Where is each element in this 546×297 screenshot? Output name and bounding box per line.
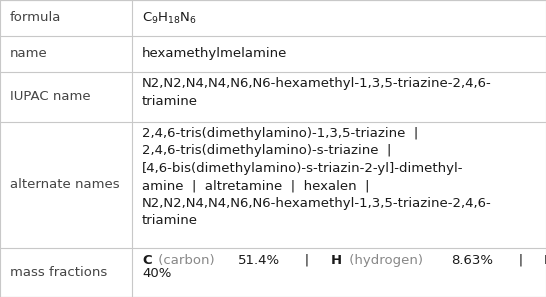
Text: (hydrogen): (hydrogen) [346,254,428,267]
Text: C: C [142,254,152,267]
Text: 2,4,6-tris(dimethylamino)-1,3,5-triazine  |
2,4,6-tris(dimethylamino)-s-triazine: 2,4,6-tris(dimethylamino)-1,3,5-triazine… [142,127,492,228]
Text: formula: formula [10,12,61,24]
Text: IUPAC name: IUPAC name [10,90,91,103]
Text: |: | [293,254,322,267]
Text: (carbon): (carbon) [155,254,219,267]
Text: 8.63%: 8.63% [452,254,494,267]
Text: |: | [506,254,536,267]
Text: hexamethylmelamine: hexamethylmelamine [142,48,287,60]
Text: H: H [331,254,342,267]
Text: name: name [10,48,48,60]
Text: N2,N2,N4,N4,N6,N6-hexamethyl-1,3,5-triazine-2,4,6-
triamine: N2,N2,N4,N4,N6,N6-hexamethyl-1,3,5-triaz… [142,77,492,108]
Text: N: N [544,254,546,267]
Text: alternate names: alternate names [10,178,120,191]
Text: 51.4%: 51.4% [238,254,280,267]
Text: 40%: 40% [142,267,171,280]
Text: $\mathregular{C_9H_{18}N_6}$: $\mathregular{C_9H_{18}N_6}$ [142,10,197,26]
Text: mass fractions: mass fractions [10,266,107,279]
